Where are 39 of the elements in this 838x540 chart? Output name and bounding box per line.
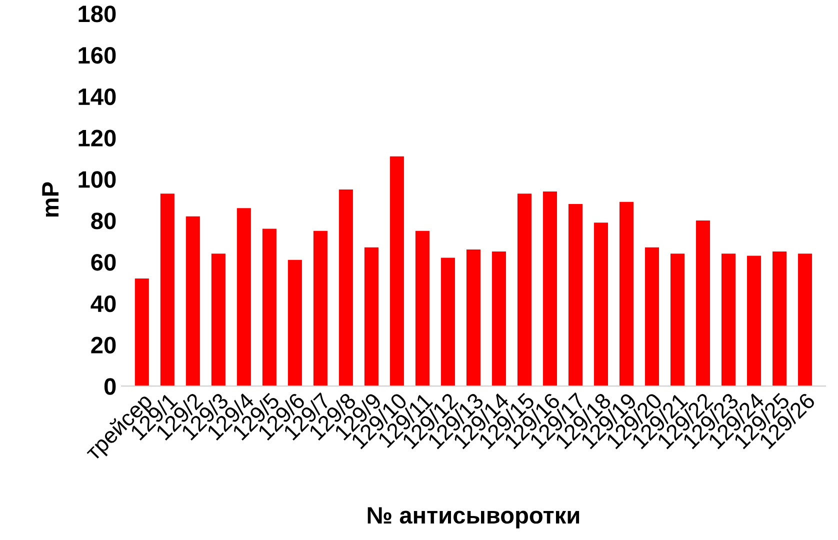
y-tick-label: 40 — [90, 295, 116, 312]
bar — [772, 252, 787, 386]
bar — [747, 256, 762, 386]
bar — [415, 230, 430, 386]
y-tick-label: 0 — [104, 378, 116, 395]
bar — [440, 258, 455, 386]
y-tick-label: 80 — [91, 212, 116, 230]
bar — [390, 156, 404, 386]
x-axis-title: № антисыворотки — [368, 507, 580, 528]
y-tick-label: 100 — [78, 171, 116, 188]
bar — [798, 254, 812, 386]
bar — [364, 247, 378, 386]
y-axis-title: mP — [42, 182, 58, 217]
bar — [313, 230, 328, 386]
bar — [262, 228, 276, 386]
bar — [288, 260, 302, 386]
y-tick-label: 120 — [78, 130, 116, 146]
bar — [568, 204, 582, 386]
bar — [619, 202, 634, 386]
bar — [236, 208, 251, 386]
bar — [466, 249, 480, 386]
bar — [492, 252, 506, 386]
bar — [211, 254, 226, 386]
bar — [670, 254, 685, 386]
y-tick-label: 20 — [91, 336, 116, 354]
bar — [542, 192, 557, 386]
bar — [517, 194, 532, 386]
y-tick-label: 60 — [91, 254, 116, 271]
y-tick-label: 140 — [78, 88, 116, 106]
bar — [594, 222, 608, 386]
y-tick-label: 160 — [78, 46, 116, 64]
bar — [134, 278, 149, 386]
bar — [644, 247, 660, 386]
bar — [160, 194, 174, 386]
bar — [696, 220, 710, 386]
bar — [186, 216, 200, 386]
y-tick-label: 180 — [78, 6, 116, 22]
bar — [722, 254, 736, 386]
bar — [338, 189, 353, 386]
